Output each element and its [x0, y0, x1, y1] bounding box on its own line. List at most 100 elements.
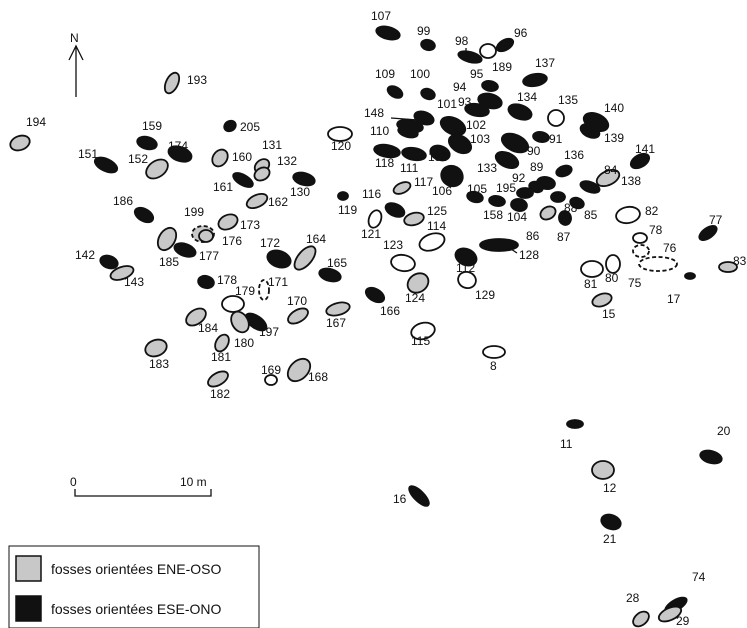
pit-label-195: 195	[496, 181, 516, 195]
pit-label-161: 161	[213, 180, 233, 194]
pit-label-110: 110	[370, 124, 389, 138]
pit-label-156: 156	[428, 150, 448, 164]
pit-label-152: 152	[128, 152, 148, 166]
pit-87	[558, 210, 572, 226]
pit-142	[99, 254, 119, 270]
pit-label-141: 141	[635, 142, 655, 156]
pit-label-96: 96	[514, 26, 528, 40]
pit-label-101: 101	[437, 97, 457, 111]
pit-112	[454, 247, 478, 267]
pit-label-104: 104	[507, 210, 527, 224]
pit-label-130: 130	[290, 185, 310, 199]
pit-label-132: 132	[277, 154, 297, 168]
pit-label-119: 119	[338, 203, 357, 217]
pit-label-199: 199	[184, 205, 204, 219]
pit-label-177: 177	[199, 249, 219, 263]
pit-162	[245, 192, 269, 210]
pit-label-99: 99	[417, 24, 431, 38]
pit-95	[481, 79, 499, 93]
leader-lines	[390, 48, 518, 254]
pit-111	[401, 146, 427, 162]
pit-130	[292, 171, 316, 187]
pit-76	[638, 256, 678, 272]
pit-label-179: 179	[235, 284, 255, 298]
pit-183	[144, 338, 168, 358]
pit-label-98: 98	[455, 34, 469, 48]
pit-168	[286, 357, 312, 383]
pit-170	[287, 307, 309, 325]
pit-197	[244, 312, 268, 332]
pit-label-194: 194	[26, 115, 46, 129]
pit-135	[547, 109, 565, 127]
pit-77	[698, 225, 718, 241]
pit-label-178: 178	[217, 273, 237, 287]
pit-label-121: 121	[361, 227, 381, 241]
pit-159	[136, 135, 158, 151]
legend-label-grey: fosses orientées ENE-OSO	[51, 561, 222, 577]
pit-label-172: 172	[260, 236, 280, 250]
pit-label-116: 116	[362, 187, 381, 201]
pit-label-16: 16	[393, 492, 407, 506]
pit-85	[569, 196, 585, 210]
pit-182	[207, 370, 229, 388]
pit-161	[232, 172, 254, 188]
pit-21	[600, 513, 622, 531]
pit-label-159: 159	[142, 119, 162, 133]
pit-label-120: 120	[331, 139, 351, 153]
pit-167	[325, 301, 351, 317]
pit-8	[482, 345, 506, 359]
legend-swatch-black	[15, 595, 42, 622]
pit-label-11: 11	[560, 437, 573, 451]
pit-label-133: 133	[477, 161, 497, 175]
pit-label-148: 148	[364, 106, 384, 120]
pit-label-8: 8	[490, 359, 497, 373]
pit-label-164: 164	[306, 232, 326, 246]
pit-176	[198, 229, 214, 243]
pit-label-87: 87	[557, 230, 571, 244]
pit-102	[439, 116, 467, 136]
pit-107	[375, 25, 401, 41]
pit-label-186: 186	[113, 194, 133, 208]
pit-label-84: 84	[604, 163, 618, 177]
pit-29	[657, 605, 683, 623]
pit-118	[373, 143, 401, 159]
pit-label-114: 114	[427, 219, 446, 233]
pit-121	[367, 209, 383, 229]
pit-label-168: 168	[308, 370, 328, 384]
pit-label-197: 197	[259, 325, 279, 339]
pit-171	[258, 279, 270, 301]
pit-label-106: 106	[432, 184, 452, 198]
scale-start-label: 0	[70, 475, 77, 489]
pit-152	[145, 158, 169, 180]
pit-92	[528, 180, 544, 194]
pit-label-115: 115	[411, 334, 430, 348]
legend-swatch-grey	[15, 555, 42, 582]
pit-114	[418, 232, 446, 252]
pit-81	[580, 260, 604, 278]
pit-label-29: 29	[676, 614, 690, 628]
pit-label-166: 166	[380, 304, 400, 318]
pit-label-134: 134	[517, 90, 537, 104]
pit-label-176: 176	[222, 234, 242, 248]
pit-124	[406, 272, 430, 294]
scale-bar: 0 10 m	[70, 475, 212, 497]
pit-125	[403, 211, 425, 227]
pit-label-94: 94	[453, 80, 467, 94]
pit-20	[699, 449, 723, 465]
pit-label-158: 158	[483, 208, 503, 222]
legend: fosses orientées ENE-OSO fosses orientée…	[8, 545, 260, 628]
pit-83	[718, 261, 738, 273]
pit-label-83: 83	[733, 254, 747, 268]
pit-label-142: 142	[75, 248, 95, 262]
pit-86	[539, 205, 557, 221]
pit-label-74: 74	[692, 570, 706, 584]
pit-label-103: 103	[470, 132, 490, 146]
pit-label-95: 95	[470, 67, 484, 81]
pit-123	[390, 253, 416, 273]
pit-194	[9, 134, 31, 152]
pit-117	[392, 181, 412, 195]
pit-195	[516, 187, 534, 199]
pit-137	[522, 72, 548, 88]
pit-139	[579, 123, 601, 139]
